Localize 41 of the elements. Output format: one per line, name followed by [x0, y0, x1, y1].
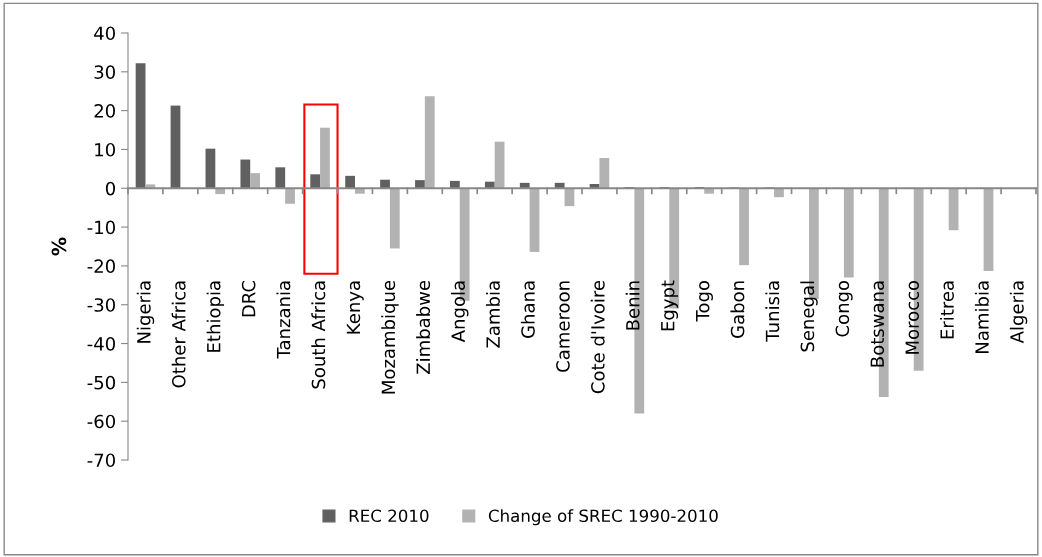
- y-tick-label: 30: [94, 65, 115, 79]
- y-tick-label: -50: [87, 375, 115, 390]
- y-tick-label: 0: [105, 181, 115, 196]
- x-tick-label: Namibia: [974, 281, 989, 353]
- x-tick-label: Tanzania: [276, 281, 291, 359]
- x-tick-label: Kenya: [346, 281, 364, 334]
- y-tick-label: 20: [94, 104, 115, 118]
- x-tick-label: Angola: [451, 281, 469, 343]
- x-tick-label: Benin: [625, 281, 640, 330]
- y-tick-label: -30: [87, 298, 115, 312]
- y-tick-label: -10: [87, 220, 115, 235]
- x-tick-label: Tunisia: [765, 281, 780, 342]
- x-tick-label: Congo: [835, 280, 853, 337]
- y-axis-title: %: [51, 237, 67, 256]
- x-tick-label: DRC: [241, 280, 256, 317]
- x-tick-label: Togo: [696, 280, 713, 322]
- legend-label: REC 2010: [349, 509, 429, 523]
- x-tick-label: Ethiopia: [206, 281, 225, 352]
- x-tick-label: Botswana: [870, 281, 885, 367]
- x-tick-label: South Africa: [311, 281, 326, 389]
- x-tick-label: Eritrea: [939, 281, 954, 339]
- x-tick-label: Zimbabwe: [416, 280, 431, 374]
- x-tick-label: Zambia: [485, 281, 500, 348]
- y-tick-label: -60: [87, 414, 115, 429]
- x-tick-label: Gabon: [730, 281, 745, 338]
- x-tick-label: Cameroon: [556, 281, 570, 372]
- y-tick-label: -40: [87, 337, 115, 351]
- x-tick-label: Cote d'Ivoire: [590, 280, 605, 394]
- x-tick-label: Algeria: [1009, 281, 1028, 344]
- x-tick-label: Egypt: [661, 280, 679, 331]
- x-tick-label: Other Africa: [171, 281, 186, 388]
- legend-label: Change of SREC 1990-2010: [488, 509, 718, 526]
- x-tick-label: Ghana: [520, 281, 535, 338]
- y-tick-label: 40: [94, 26, 115, 41]
- x-tick-label: Mozambique: [381, 280, 399, 394]
- x-tick-label: Morocco: [905, 280, 920, 354]
- y-tick-label: 10: [95, 142, 115, 157]
- y-tick-label: -20: [87, 259, 115, 274]
- x-tick-label: Senegal: [800, 281, 818, 352]
- x-tick-label: Nigeria: [136, 281, 155, 343]
- y-tick-label: -70: [87, 453, 115, 468]
